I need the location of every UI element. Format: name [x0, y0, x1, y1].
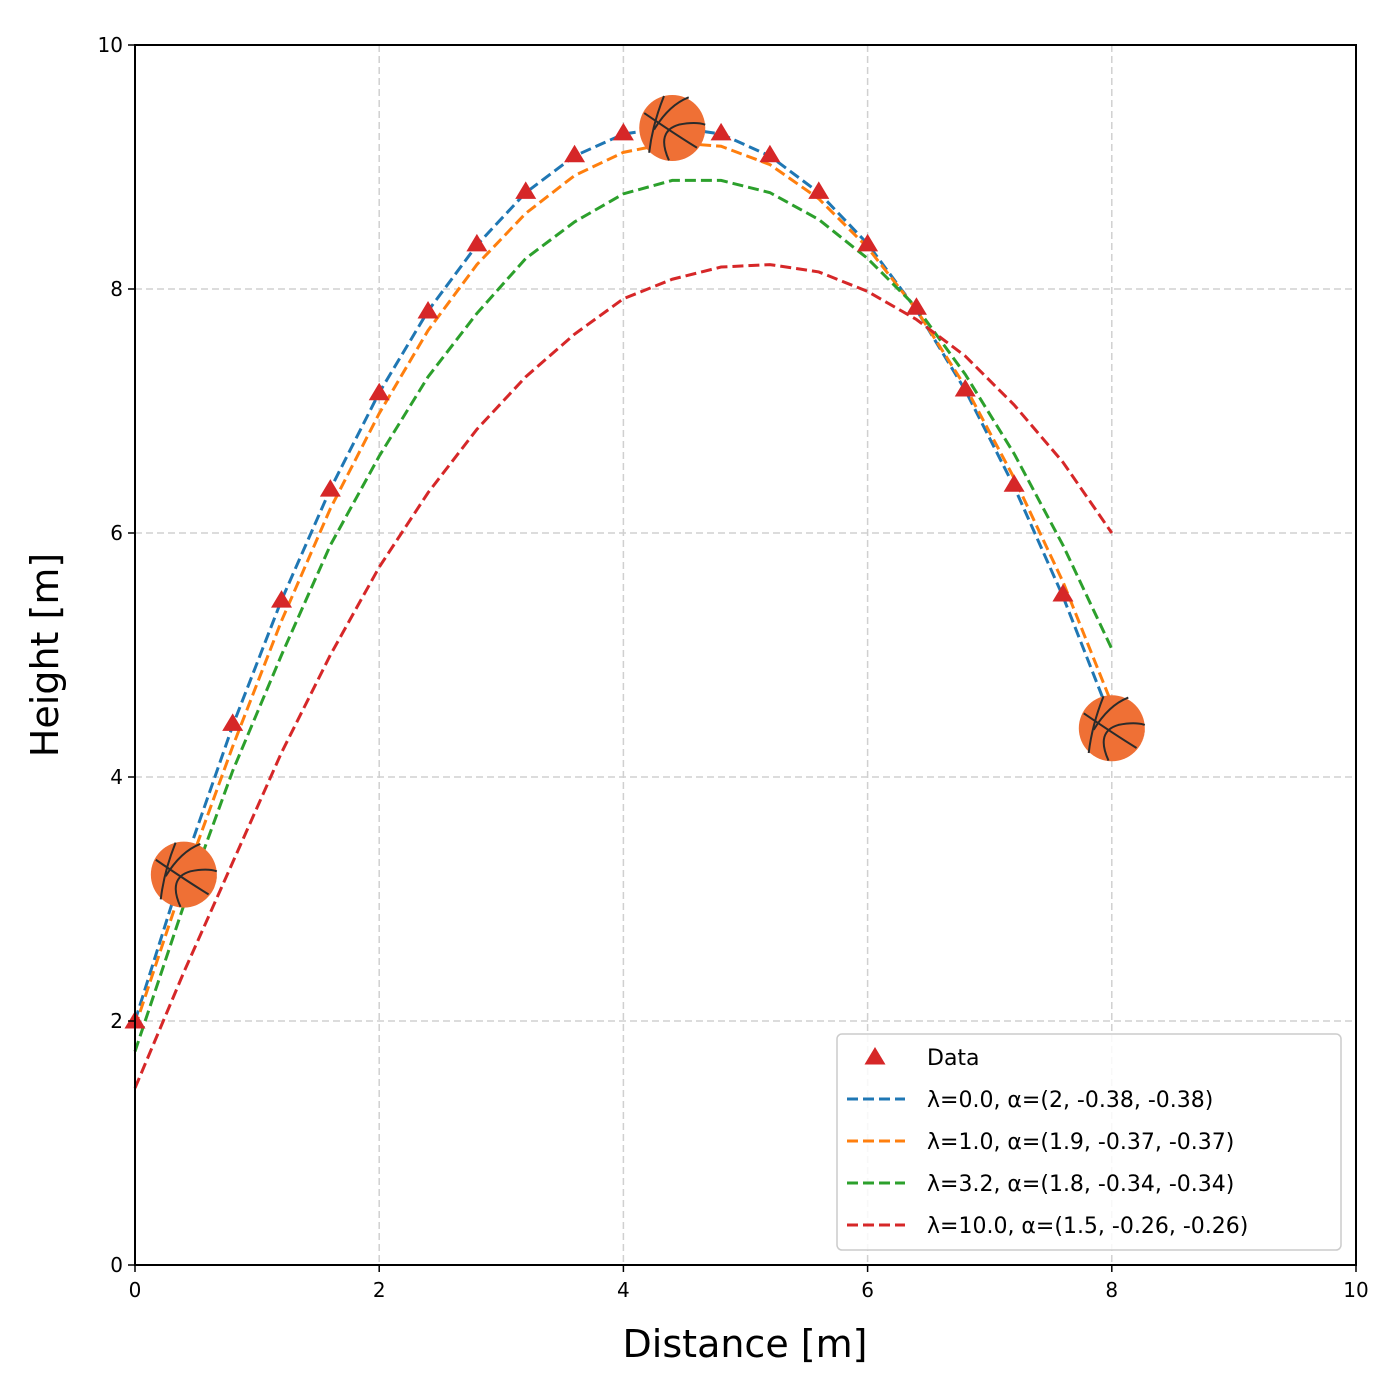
- series-line-3: [133, 263, 1114, 1089]
- basketball-icon: [150, 841, 218, 908]
- data-point: [954, 379, 976, 397]
- data-point: [466, 233, 488, 252]
- y-tick-label: 0: [110, 1253, 123, 1277]
- series-line-2: [133, 178, 1114, 1052]
- plot-frame: [134, 44, 1357, 1266]
- basketball-images: [150, 94, 1146, 908]
- x-axis-label: Distance [m]: [623, 1322, 868, 1366]
- x-tick-label: 2: [373, 1278, 386, 1302]
- ball-seam: [643, 112, 698, 149]
- legend-marker-data: [864, 1047, 886, 1065]
- legend-label-0: λ=0.0, α=(2, -0.38, -0.38): [927, 1088, 1213, 1113]
- series-line-0: [133, 125, 1114, 1022]
- x-tick-label: 0: [129, 1278, 142, 1302]
- ball-seam: [164, 842, 201, 877]
- y-axis-label: Height [m]: [23, 553, 67, 757]
- y-tick-label: 2: [110, 1009, 123, 1033]
- basketball-icon: [639, 94, 706, 161]
- ball-seam: [1102, 722, 1146, 761]
- series-lines: [133, 125, 1114, 1089]
- x-tick-label: 8: [1105, 1278, 1118, 1302]
- series-line-1: [133, 141, 1114, 1028]
- ball-seam: [653, 96, 690, 131]
- data-point: [271, 590, 293, 608]
- data-point: [612, 122, 634, 141]
- ball-seam: [648, 95, 665, 153]
- data-point: [222, 713, 244, 731]
- data-point: [1003, 474, 1025, 492]
- legend-label-data: Data: [927, 1046, 980, 1071]
- data-point: [564, 144, 586, 163]
- data-point: [368, 382, 390, 401]
- data-point: [710, 122, 732, 141]
- data-point: [319, 479, 341, 497]
- y-tick-label: 10: [98, 33, 123, 57]
- ball-seam: [159, 842, 177, 900]
- x-tick-label: 10: [1343, 1278, 1368, 1302]
- data-point: [417, 300, 439, 319]
- ball-seam: [663, 122, 706, 161]
- legend-box: [836, 1033, 1342, 1251]
- data-point: [1052, 584, 1074, 602]
- ball-seam: [1087, 695, 1105, 754]
- y-tick-label: 4: [110, 765, 123, 789]
- data-point: [515, 181, 537, 199]
- x-tick-label: 4: [617, 1278, 630, 1302]
- legend: Data λ=0.0, α=(2, -0.38, -0.38) λ=1.0, α=(…: [836, 1033, 1342, 1251]
- ball-seam: [1092, 696, 1129, 731]
- ball-seam: [174, 868, 218, 908]
- ball-seam: [155, 858, 210, 896]
- y-tick-label: 8: [110, 277, 123, 301]
- y-tick-label: 6: [110, 521, 123, 545]
- legend-label-1: λ=1.0, α=(1.9, -0.37, -0.37): [927, 1130, 1234, 1155]
- x-tick-label: 6: [861, 1278, 874, 1302]
- axis-ticks: 0 2 4 6 8 10 0 2 4 6 8 10: [98, 33, 1369, 1302]
- data-point: [905, 297, 927, 315]
- basketball-icon: [1078, 695, 1146, 762]
- ball-seam: [1083, 712, 1138, 749]
- data-point: [759, 144, 781, 163]
- data-point: [808, 181, 830, 199]
- legend-label-3: λ=10.0, α=(1.5, -0.26, -0.26): [927, 1214, 1248, 1239]
- legend-label-2: λ=3.2, α=(1.8, -0.34, -0.34): [927, 1172, 1234, 1197]
- data-point: [857, 233, 879, 252]
